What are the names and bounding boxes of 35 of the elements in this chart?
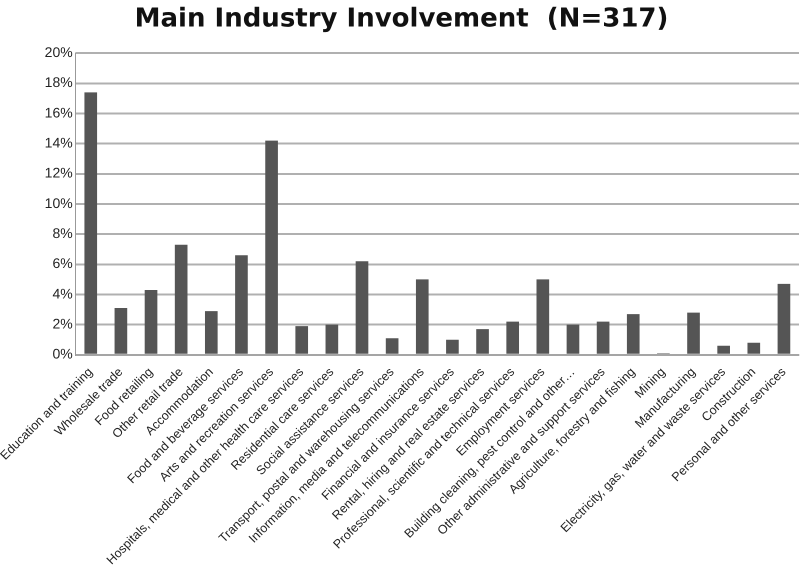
- bar: [566, 324, 580, 354]
- y-tick-label: 12%: [44, 164, 73, 181]
- bar: [295, 326, 308, 354]
- bar: [386, 338, 398, 354]
- bar: [114, 308, 128, 354]
- bar: [416, 279, 429, 354]
- chart-title: Main Industry Involvement (N=317): [134, 3, 668, 34]
- y-tick-label: 4%: [52, 285, 73, 302]
- y-tick-label: 8%: [52, 225, 73, 242]
- bar: [326, 324, 338, 354]
- bar: [204, 311, 218, 354]
- bar: [446, 340, 459, 354]
- y-tick-label: 6%: [52, 255, 73, 272]
- y-tick-label: 14%: [44, 134, 73, 151]
- bar: [356, 261, 368, 354]
- y-tick-label: 18%: [44, 74, 73, 90]
- bar: [536, 279, 550, 354]
- y-tick-label: 0%: [52, 346, 73, 362]
- y-tick-label: 2%: [52, 316, 73, 332]
- bar: [476, 329, 489, 354]
- bar: [596, 322, 610, 354]
- bar: [174, 244, 188, 354]
- bar: [265, 140, 278, 354]
- bar: [747, 342, 760, 354]
- bar: [778, 284, 790, 354]
- bar: [235, 255, 248, 354]
- bar: [626, 314, 640, 354]
- y-tick-label: 20%: [44, 44, 73, 60]
- bar: [687, 312, 700, 354]
- bar: [84, 92, 98, 354]
- bar: [717, 346, 730, 354]
- y-tick-label: 16%: [44, 104, 73, 120]
- bar: [506, 322, 520, 354]
- y-tick-label: 10%: [44, 194, 73, 211]
- bar: [144, 290, 158, 354]
